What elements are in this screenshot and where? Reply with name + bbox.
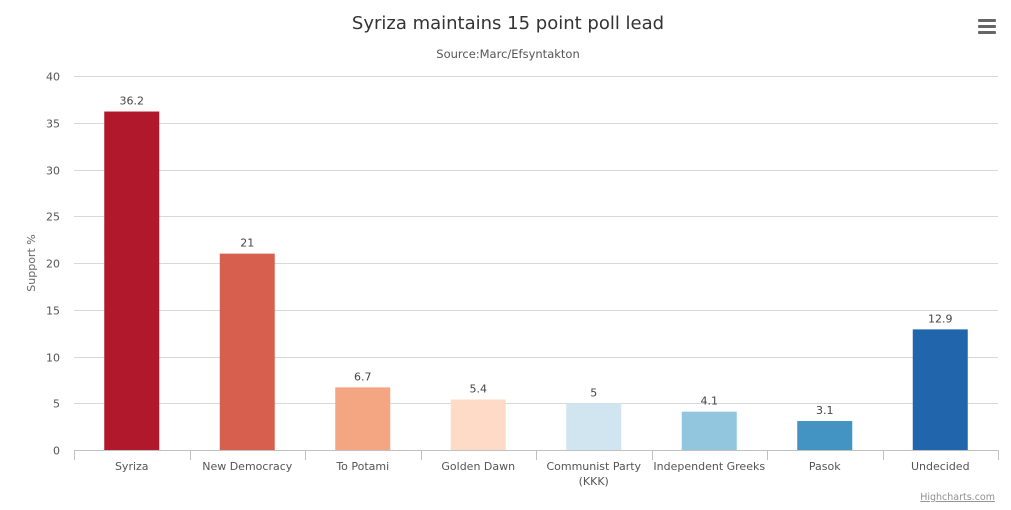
- menu-icon-bar: [978, 25, 996, 28]
- menu-icon-bar: [978, 19, 996, 22]
- x-tick-label: Communist Party (KKK): [546, 460, 641, 488]
- bars: [104, 111, 968, 450]
- bar[interactable]: [450, 399, 506, 450]
- bar[interactable]: [912, 329, 968, 450]
- bar[interactable]: [219, 253, 275, 450]
- y-axis-label: Support %: [25, 234, 38, 291]
- data-label: 5: [590, 386, 597, 399]
- y-tick-label: 5: [53, 398, 60, 411]
- chart-subtitle: Source:Marc/Efsyntakton: [436, 47, 579, 61]
- x-tick-label: Independent Greeks: [653, 460, 765, 473]
- hamburger-menu-icon[interactable]: [976, 14, 998, 36]
- x-tick-label: Undecided: [911, 460, 970, 473]
- data-label: 3.1: [816, 404, 834, 417]
- data-label: 36.2: [120, 95, 145, 108]
- x-tick-label: New Democracy: [202, 460, 293, 473]
- y-tick-label: 35: [46, 118, 60, 131]
- credits-link[interactable]: Highcharts.com: [920, 492, 995, 503]
- y-axis-ticks: 0 5 10 15 20 25 30 35 40: [46, 71, 60, 458]
- bar[interactable]: [335, 387, 391, 450]
- menu-icon-bar: [978, 31, 996, 34]
- x-tick-label: To Potami: [335, 460, 389, 473]
- data-label: 12.9: [928, 312, 953, 325]
- x-tick-label: Syriza: [115, 460, 149, 473]
- data-label: 4.1: [701, 395, 719, 408]
- y-tick-label: 15: [46, 305, 60, 318]
- x-axis: Syriza New Democracy To Potami Golden Dawn C…: [74, 450, 999, 488]
- data-labels: 36.2 21 6.7 5.4 5 4.1 3.1 12.9: [120, 95, 953, 417]
- y-tick-label: 30: [46, 165, 60, 178]
- bar[interactable]: [566, 403, 622, 450]
- bar[interactable]: [104, 111, 160, 450]
- x-tick-label: Pasok: [809, 460, 841, 473]
- data-label: 21: [240, 237, 254, 250]
- x-tick-label: Golden Dawn: [441, 460, 515, 473]
- data-label: 6.7: [354, 370, 372, 383]
- bar[interactable]: [797, 421, 853, 450]
- bar[interactable]: [681, 411, 737, 450]
- y-tick-label: 25: [46, 211, 60, 224]
- gridlines: [74, 76, 998, 451]
- y-tick-label: 10: [46, 352, 60, 365]
- chart-title: Syriza maintains 15 point poll lead: [352, 13, 664, 34]
- y-tick-label: 40: [46, 71, 60, 84]
- y-tick-label: 0: [53, 445, 60, 458]
- data-label: 5.4: [470, 383, 488, 396]
- y-tick-label: 20: [46, 258, 60, 271]
